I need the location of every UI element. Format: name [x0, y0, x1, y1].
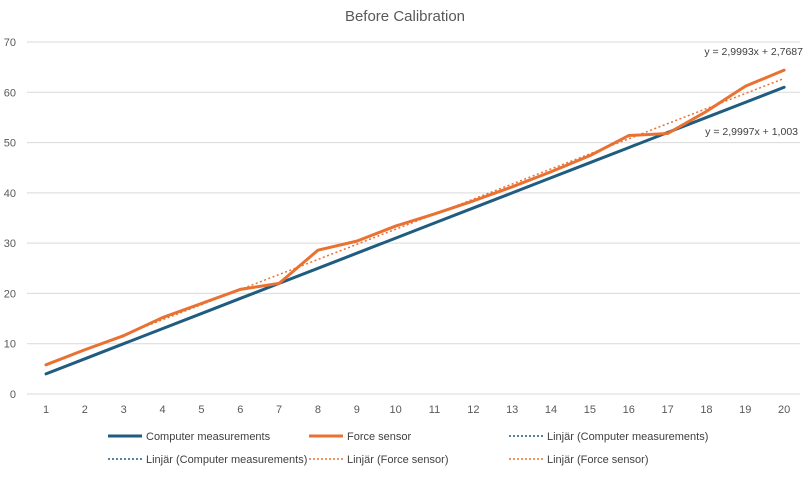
x-tick-label: 9 [354, 404, 360, 416]
legend-label: Linjär (Force sensor) [347, 454, 448, 466]
series-line-force-sensor [44, 68, 786, 367]
trendline-equation-force: y = 2,9993x + 2,7687 [704, 46, 803, 58]
trendline-equations: y = 2,9993x + 2,7687 y = 2,9997x + 1,003 [704, 46, 803, 138]
y-tick-label: 50 [4, 138, 16, 150]
x-tick-label: 2 [82, 404, 88, 416]
x-tick-label: 20 [778, 404, 790, 416]
y-tick-label: 70 [4, 37, 16, 49]
gridlines [27, 41, 800, 395]
x-tick-label: 3 [121, 404, 127, 416]
x-tick-label: 4 [159, 404, 165, 416]
legend-label: Linjär (Force sensor) [547, 454, 648, 466]
legend: Computer measurements Force sensor Linjär … [108, 431, 708, 466]
x-tick-label: 12 [467, 404, 479, 416]
x-tick-label: 1 [43, 404, 49, 416]
chart-title: Before Calibration [345, 8, 465, 25]
x-tick-label: 15 [584, 404, 596, 416]
y-tick-label: 20 [4, 288, 16, 300]
x-tick-label: 19 [739, 404, 751, 416]
x-tick-label: 8 [315, 404, 321, 416]
y-tick-label: 60 [4, 87, 16, 99]
x-tick-label: 10 [390, 404, 402, 416]
x-tick-label: 17 [661, 404, 673, 416]
y-axis-labels: 0 10 20 30 40 50 60 70 [4, 37, 16, 401]
y-tick-label: 30 [4, 238, 16, 250]
x-tick-label: 11 [429, 404, 440, 416]
x-tick-label: 5 [198, 404, 204, 416]
x-axis-labels: 1 2 3 4 5 6 7 8 9 10 11 12 13 14 15 16 17 18 19 20 [43, 404, 790, 416]
trendline-force [45, 77, 785, 366]
x-tick-label: 13 [506, 404, 518, 416]
x-tick-label: 16 [623, 404, 635, 416]
trendline-equation-computer: y = 2,9997x + 1,003 [705, 126, 798, 138]
x-tick-label: 14 [545, 404, 557, 416]
legend-label: Force sensor [347, 431, 412, 443]
y-tick-label: 10 [4, 339, 16, 351]
x-tick-label: 18 [700, 404, 712, 416]
x-tick-label: 6 [237, 404, 243, 416]
y-tick-label: 0 [10, 389, 16, 401]
legend-label: Linjär (Computer measurements) [547, 431, 708, 443]
data-series [44, 68, 786, 376]
legend-label: Linjär (Computer measurements) [146, 454, 307, 466]
y-tick-label: 40 [4, 188, 16, 200]
x-tick-label: 7 [276, 404, 282, 416]
legend-label: Computer measurements [146, 431, 271, 443]
